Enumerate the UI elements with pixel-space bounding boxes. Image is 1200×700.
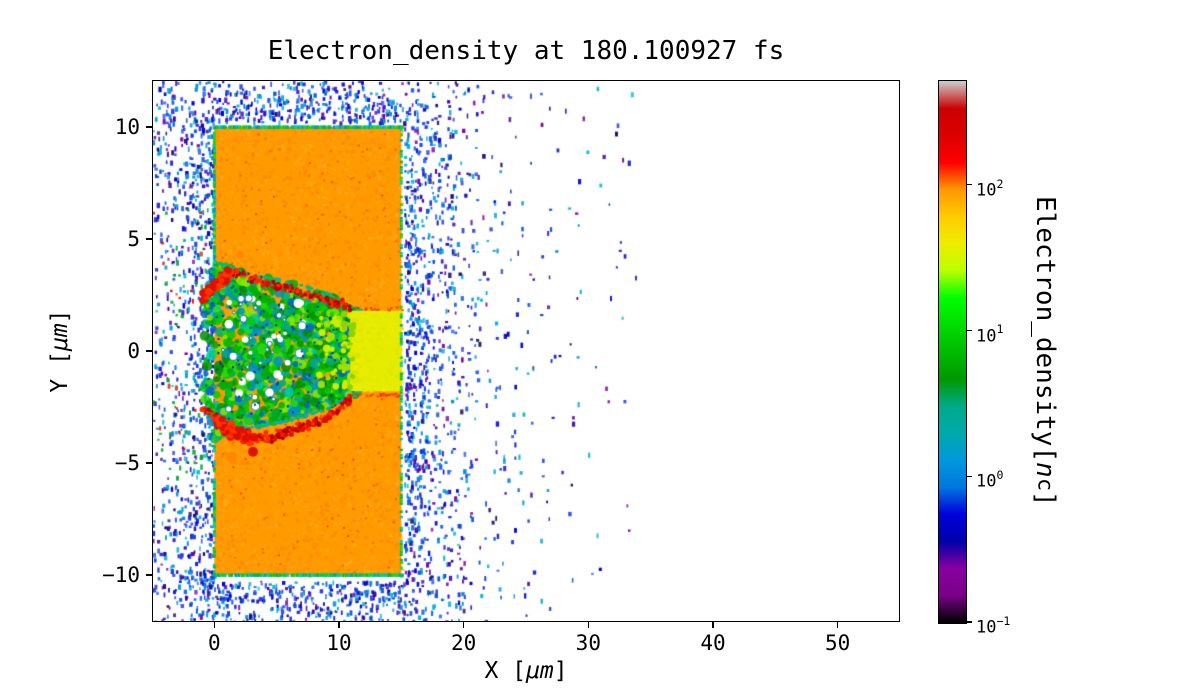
x-tick-mark (712, 622, 714, 628)
colorbar-tick-exponent: −1 (996, 613, 1011, 628)
y-tick-label: −10 (102, 562, 140, 587)
colorbar-tick-base: 10 (976, 326, 997, 347)
colorbar-tick-mark (966, 475, 972, 477)
x-tick-label: 20 (451, 631, 477, 655)
plot-title: Electron_density at 180.100927 fs (152, 36, 900, 66)
colorbar-tick-label: 101 (976, 320, 1004, 346)
colorbar-tick-exponent: 1 (996, 322, 1004, 337)
x-tick-mark (587, 622, 589, 628)
x-tick-label: 50 (825, 631, 851, 655)
colorbar-tick-mark (966, 621, 972, 623)
x-tick-mark (463, 622, 465, 628)
y-tick-label: 5 (127, 227, 140, 252)
plot-title-text: Electron_density at 180.100927 fs (267, 36, 785, 66)
colorbar-tick-base: 10 (976, 180, 997, 201)
colorbar-tick-exponent: 0 (996, 468, 1004, 483)
colorbar-tick-label: 102 (976, 174, 1004, 201)
heatmap-canvas (152, 80, 900, 622)
x-axis-label: X [μm] (152, 658, 900, 684)
colorbar-tick-label: 100 (976, 465, 1004, 492)
x-tick-mark (837, 622, 839, 628)
x-tick-label: 10 (326, 631, 352, 655)
colorbar-label: Electron_density[n c] (1022, 80, 1068, 622)
y-tick-label: 10 (114, 115, 140, 140)
x-tick-mark (213, 622, 215, 628)
x-axis-label-prefix: X [ (484, 658, 526, 684)
y-axis-label-suffix: ] (47, 309, 73, 324)
colorbar-label-text: Electron_density[ (1030, 195, 1060, 462)
colorbar-tick-mark (966, 330, 972, 332)
colorbar-tick-label: 10−1 (976, 611, 1011, 638)
x-tick-label: 30 (575, 631, 601, 655)
y-tick-mark (146, 350, 152, 352)
y-tick-mark (146, 126, 152, 128)
y-tick-mark (146, 238, 152, 240)
x-tick-label: 0 (208, 631, 221, 655)
colorbar-tick-base: 10 (976, 617, 997, 638)
x-tick-label: 40 (700, 631, 726, 655)
colorbar-label-sub: c (1032, 477, 1058, 491)
colorbar-tick-base: 10 (976, 471, 997, 492)
y-tick-label: 0 (127, 339, 140, 363)
colorbar-label-close: ] (1030, 490, 1060, 507)
y-tick-mark (146, 574, 152, 576)
x-axis-label-unit: μm (525, 658, 554, 684)
y-tick-label: −5 (114, 450, 140, 475)
colorbar-tick-mark (966, 184, 972, 186)
colorbar-tick-exponent: 2 (996, 176, 1004, 191)
colorbar (938, 80, 967, 624)
colorbar-label-var: n (1030, 461, 1060, 478)
x-tick-mark (338, 622, 340, 628)
x-axis-label-suffix: ] (553, 658, 568, 684)
y-tick-mark (146, 462, 152, 464)
